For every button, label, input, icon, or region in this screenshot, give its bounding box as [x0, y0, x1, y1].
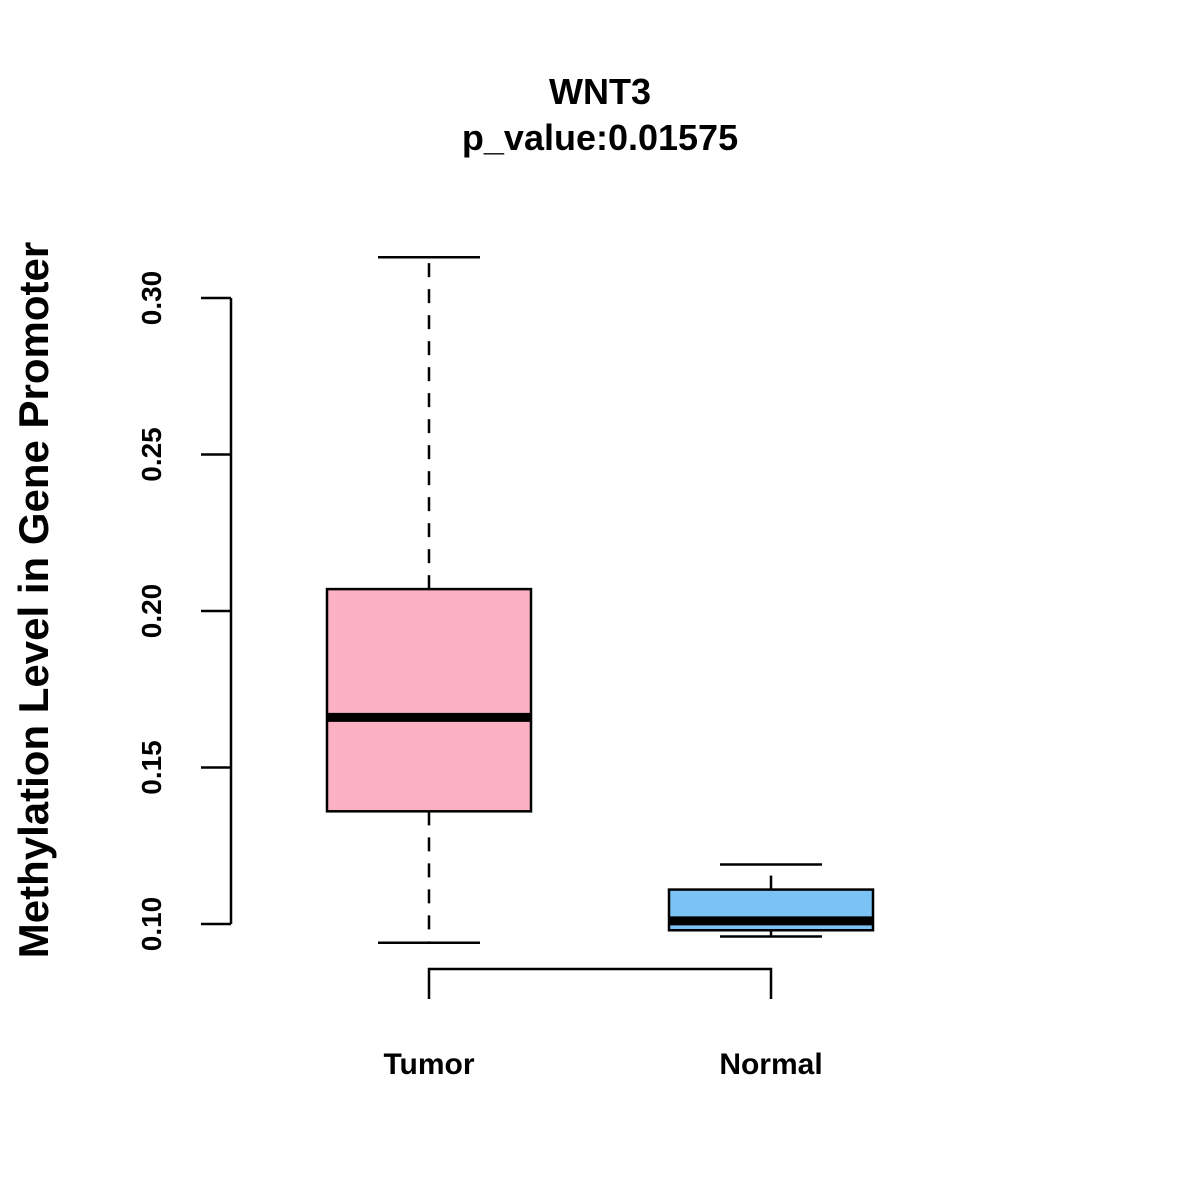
y-tick-label: 0.10	[136, 897, 167, 952]
y-tick-label: 0.15	[136, 740, 167, 795]
iqr-box	[325, 587, 533, 813]
x-category-label-normal: Normal	[719, 1048, 822, 1081]
box-normal	[667, 863, 875, 938]
box-tumor	[325, 256, 533, 945]
chart-title: WNT3	[549, 71, 651, 112]
significance-bracket	[427, 967, 773, 999]
boxes-layer	[325, 256, 875, 945]
chart-subtitle: p_value:0.01575	[462, 117, 738, 158]
bracket-line	[427, 967, 773, 999]
y-tick-label: 0.20	[136, 584, 167, 639]
x-category-label-tumor: Tumor	[383, 1048, 474, 1081]
y-tick-label: 0.25	[136, 427, 167, 482]
y-axis: 0.10 0.15 0.20 0.25 0.30	[136, 271, 233, 952]
y-tick-label: 0.30	[136, 271, 167, 326]
x-axis-categories: Tumor Normal	[383, 1048, 822, 1081]
y-axis-label: Methylation Level in Gene Promoter	[10, 242, 57, 958]
